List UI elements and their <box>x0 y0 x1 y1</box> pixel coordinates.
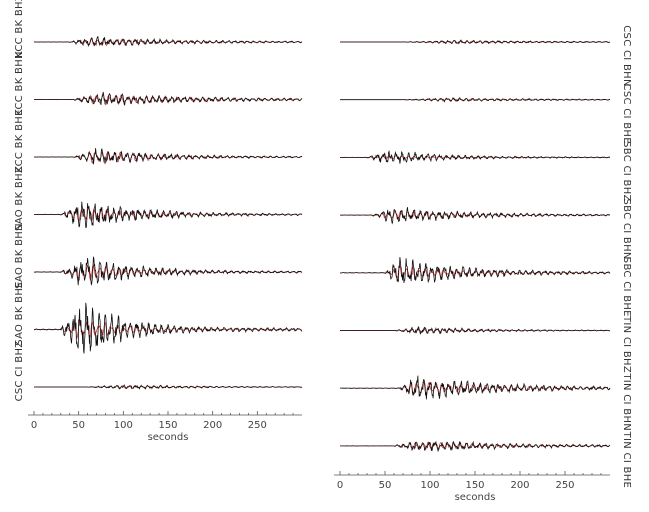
observed-trace <box>340 326 611 335</box>
x-tick-label: 50 <box>72 420 85 431</box>
observed-trace <box>340 440 611 452</box>
observed-trace <box>340 207 611 225</box>
trace-label: KCC BK BHN <box>14 51 25 116</box>
trace-label: TIN CI BHE <box>621 431 632 489</box>
trace-label: SAO BK BHN <box>14 223 25 289</box>
trace-label: SAO BK BHE <box>14 281 25 346</box>
x-tick-label: 100 <box>114 420 133 431</box>
trace-label: TIN CI BHN <box>621 372 632 431</box>
observed-trace <box>33 148 303 165</box>
x-tick-label: 150 <box>465 480 484 491</box>
x-tick-label: 200 <box>203 420 222 431</box>
observed-trace <box>33 201 303 229</box>
observed-trace <box>339 257 611 283</box>
observed-trace <box>339 375 611 400</box>
observed-trace <box>340 149 610 164</box>
x-tick-label: 100 <box>420 480 439 491</box>
trace-label: KCC BK BHZ <box>14 0 25 58</box>
trace-label: SBC CI BHN <box>621 199 632 260</box>
x-axis-title: seconds <box>455 492 496 503</box>
observed-trace <box>34 384 303 390</box>
x-tick-label: 50 <box>379 480 392 491</box>
trace-label: SBC CI BHE <box>621 257 632 317</box>
x-tick-label: 250 <box>555 480 574 491</box>
x-tick-label: 0 <box>337 480 343 491</box>
observed-trace <box>340 97 611 103</box>
observed-trace <box>340 39 611 45</box>
observed-trace <box>33 35 303 48</box>
x-tick-label: 200 <box>510 480 529 491</box>
trace-label: KCC BK BHE <box>14 109 25 172</box>
observed-trace <box>33 256 303 286</box>
trace-label: CSC CI BHE <box>621 84 632 144</box>
x-tick-label: 150 <box>158 420 177 431</box>
observed-trace <box>34 91 303 106</box>
trace-label: SBC CI BHZ <box>621 141 632 202</box>
trace-label: CSC CI BHN <box>621 25 632 86</box>
trace-label: CSC CI BHZ <box>14 341 25 402</box>
trace-label: TIN CI BHZ <box>621 315 632 373</box>
x-axis-title: seconds <box>148 432 189 443</box>
trace-label: SAO BK BHZ <box>14 166 25 231</box>
observed-trace <box>33 302 303 354</box>
x-tick-label: 250 <box>248 420 267 431</box>
x-tick-label: 0 <box>31 420 37 431</box>
